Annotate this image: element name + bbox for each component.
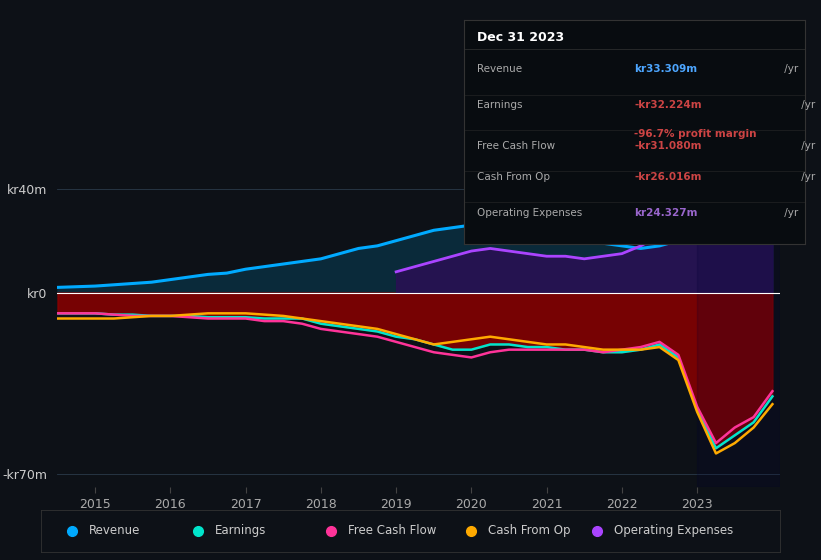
Text: Revenue: Revenue xyxy=(478,64,523,74)
Text: -kr26.016m: -kr26.016m xyxy=(635,172,702,182)
Text: Operating Expenses: Operating Expenses xyxy=(613,524,733,537)
Text: kr24.327m: kr24.327m xyxy=(635,208,698,218)
Text: Cash From Op: Cash From Op xyxy=(478,172,551,182)
Bar xyxy=(697,168,780,487)
Text: /yr: /yr xyxy=(798,141,815,151)
Text: /yr: /yr xyxy=(798,172,815,182)
Text: -kr32.224m: -kr32.224m xyxy=(635,100,702,110)
Text: Operating Expenses: Operating Expenses xyxy=(478,208,583,218)
Text: Cash From Op: Cash From Op xyxy=(488,524,571,537)
Text: kr33.309m: kr33.309m xyxy=(635,64,697,74)
Text: Revenue: Revenue xyxy=(89,524,140,537)
Text: -96.7% profit margin: -96.7% profit margin xyxy=(635,129,757,139)
Text: /yr: /yr xyxy=(782,64,799,74)
Text: Free Cash Flow: Free Cash Flow xyxy=(478,141,556,151)
Text: -kr31.080m: -kr31.080m xyxy=(635,141,702,151)
Text: Earnings: Earnings xyxy=(478,100,523,110)
Text: /yr: /yr xyxy=(782,208,799,218)
Text: Dec 31 2023: Dec 31 2023 xyxy=(478,31,565,44)
Text: Free Cash Flow: Free Cash Flow xyxy=(348,524,436,537)
Text: Earnings: Earnings xyxy=(215,524,266,537)
Text: /yr: /yr xyxy=(798,100,815,110)
